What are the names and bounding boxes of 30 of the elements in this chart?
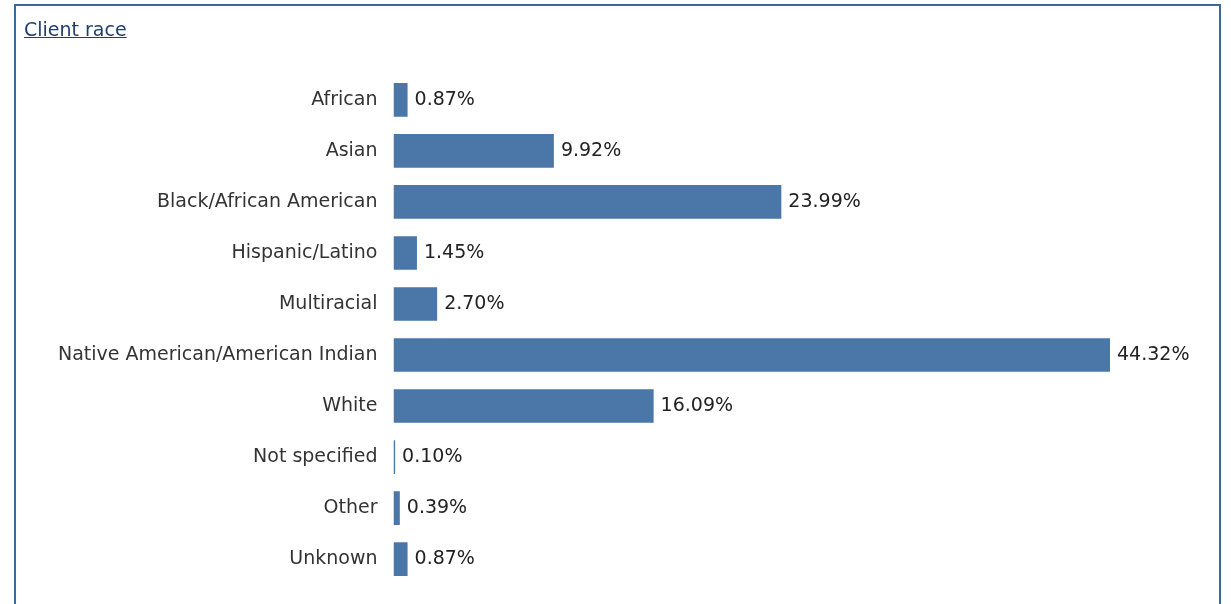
data-label: 0.87% xyxy=(414,86,475,109)
y-tick-label: Multiracial xyxy=(278,290,378,313)
data-label: 0.10% xyxy=(402,443,463,466)
bar xyxy=(393,134,554,168)
y-tick-label: Hispanic/Latino xyxy=(231,239,378,262)
y-tick-label: White xyxy=(322,392,378,415)
y-tick-label: Not specified xyxy=(253,443,378,466)
bar xyxy=(393,83,408,117)
bar xyxy=(393,389,654,423)
y-tick-label: Native American/American Indian xyxy=(57,341,378,364)
data-label: 0.39% xyxy=(406,495,468,518)
y-tick-label: Unknown xyxy=(289,546,378,569)
data-label: 2.70% xyxy=(444,290,505,313)
bar xyxy=(393,542,408,576)
bar xyxy=(393,287,438,321)
data-label: 9.92% xyxy=(560,137,622,160)
y-tick-label: Black/African American xyxy=(157,188,378,211)
data-label: 0.87% xyxy=(414,546,475,569)
y-tick-label: African xyxy=(311,86,378,109)
data-label: 16.09% xyxy=(660,392,734,415)
bar xyxy=(393,236,417,270)
data-label: 1.45% xyxy=(423,239,485,262)
bar xyxy=(393,185,782,219)
text: Client race xyxy=(24,18,127,40)
y-tick-label: Asian xyxy=(325,137,378,160)
bar xyxy=(393,338,1111,372)
y-tick-label: Other xyxy=(323,495,378,518)
data-label: 23.99% xyxy=(788,188,861,211)
data-label: 44.32% xyxy=(1117,341,1190,364)
bar xyxy=(393,491,400,525)
